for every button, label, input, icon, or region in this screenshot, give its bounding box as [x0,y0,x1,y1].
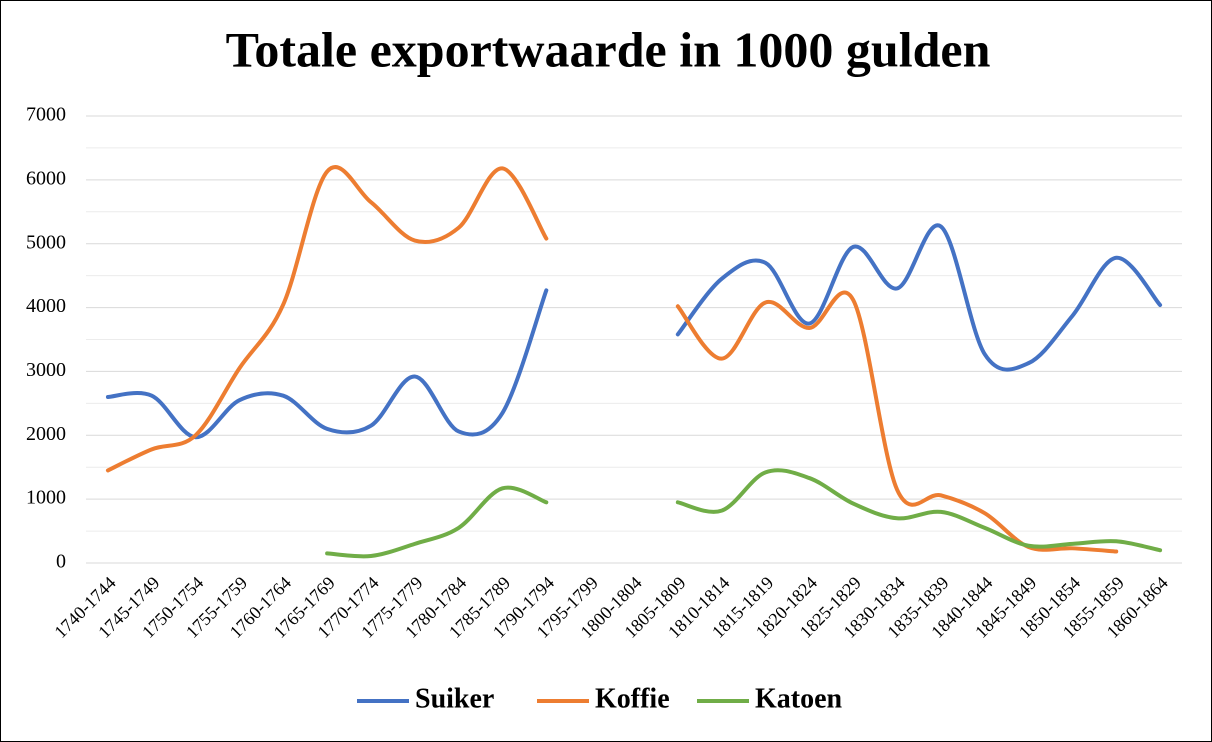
line-series [325,468,1163,559]
chart-title: Totale exportwaarde in 1000 gulden [226,21,991,77]
y-tick-label: 1000 [26,487,66,509]
y-tick-label: 0 [56,551,66,573]
legend-label: Suiker [415,683,494,714]
y-tick-label: 6000 [26,167,66,189]
y-tick-label: 3000 [26,359,66,381]
y-tick-label: 4000 [26,295,66,317]
y-tick-label: 7000 [26,104,66,126]
y-tick-label: 5000 [26,231,66,253]
line-series [105,223,1163,440]
legend-label: Katoen [755,683,843,714]
legend-label: Koffie [595,683,670,714]
y-tick-label: 2000 [26,423,66,445]
